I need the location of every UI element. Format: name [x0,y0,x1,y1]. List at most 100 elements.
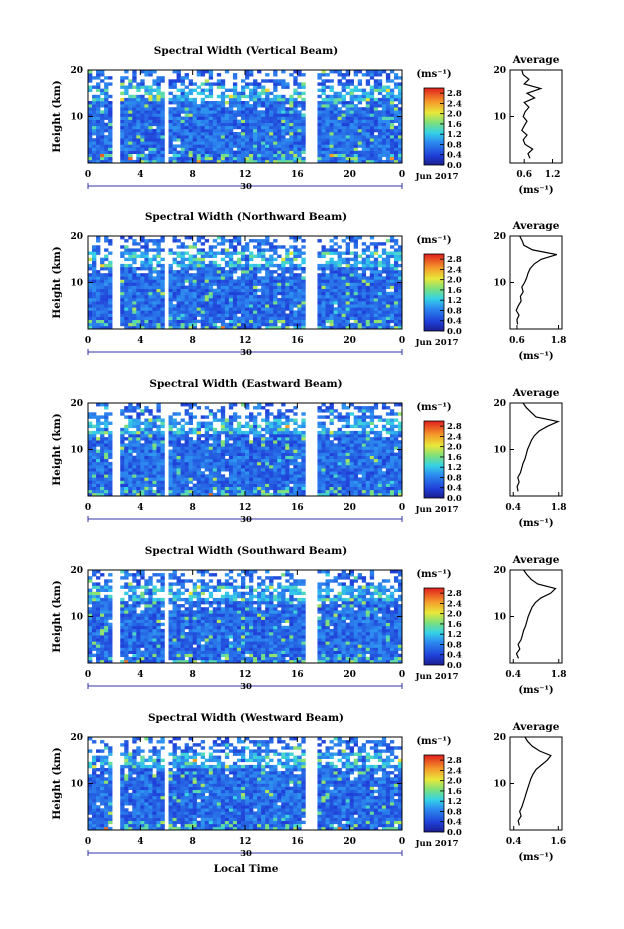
heatmap-cell [236,113,242,117]
heatmap-cell [249,319,254,324]
heatmap-cell [321,298,326,302]
heatmap-cell [128,465,133,469]
heatmap-cell [277,263,282,268]
heatmap-cell [397,288,403,293]
heatmap-cell [144,116,149,120]
heatmap-cell [192,128,197,133]
heatmap-cell [385,76,391,80]
heatmap-cell [349,251,354,255]
heatmap-cell [200,267,206,271]
heatmap-cell [261,267,266,271]
heatmap-cell [224,132,230,136]
heatmap-cell [140,251,145,255]
heatmap-cell [148,248,153,252]
heatmap-cell [120,449,125,453]
heatmap-cell [132,465,137,469]
heatmap-cell [208,409,214,413]
heatmap-cell [204,79,210,83]
heatmap-cell [297,147,302,151]
heatmap-cell [212,113,218,117]
heatmap-cell [220,465,226,469]
heatmap-cell [273,101,278,105]
heatmap-cell [212,156,218,161]
heatmap-cell [156,418,161,422]
heatmap-cell [261,301,266,305]
heatmap-cell [345,104,350,108]
heatmap-cell [212,150,218,154]
heatmap-cell [108,128,113,133]
heatmap-cell [156,141,161,145]
heatmap-cell [184,73,189,77]
heatmap-cell [349,273,354,277]
heatmap-cell [152,458,157,463]
heatmap-cell [188,144,193,148]
heatmap-cell [124,446,129,450]
heatmap-cell [273,282,278,286]
heatmap-cell [96,135,101,139]
heatmap-cell [136,458,141,463]
heatmap-cell [108,153,113,158]
heatmap-cell [349,79,354,83]
heatmap-cell [369,263,375,268]
heatmap-cell [269,403,274,407]
heatmap-cell [152,492,157,497]
heatmap-cell [152,267,157,271]
heatmap-cell [212,434,218,438]
heatmap-cell [136,307,141,311]
heatmap-cell [357,156,363,161]
heatmap-cell [100,403,105,407]
heatmap-cell [124,313,129,317]
heatmap-cell [389,313,395,317]
heatmap-cell [321,245,326,249]
heatmap-cell [172,251,177,255]
heatmap-cell [92,288,97,293]
heatmap-cell [204,141,210,145]
heatmap-cell [289,461,294,466]
heatmap-cell [357,153,363,158]
heatmap-cell [92,116,97,120]
profile-title: Average [512,220,560,232]
heatmap-cell [192,245,197,249]
heatmap-cell [281,144,286,148]
heatmap-cell [184,403,189,407]
heatmap-cell [92,465,97,469]
heatmap-cell [196,313,202,317]
heatmap-cell [240,251,246,255]
heatmap-cell [385,276,391,280]
heatmap-cell [132,135,137,139]
heatmap-cell [253,294,258,299]
heatmap-cell [136,427,141,432]
heatmap-cell [156,76,161,80]
heatmap-cell [228,260,234,265]
heatmap-cell [261,138,266,142]
heatmap-cell [144,73,149,77]
heatmap-cell [228,110,234,114]
heatmap-cell [329,144,334,148]
heatmap-cell [269,480,274,484]
heatmap-cell [385,294,391,299]
heatmap-cell [236,101,242,105]
heatmap-cell [128,156,133,161]
heatmap-cell [317,104,322,108]
heatmap-cell [136,480,141,484]
heatmap-cell [192,455,197,460]
heatmap-cell [337,298,342,302]
heatmap-cell [208,325,214,330]
heatmap-cell [261,307,266,311]
heatmap-cell [128,159,133,164]
heatmap-cell [128,325,133,330]
heatmap-cell [361,307,367,311]
heatmap-cell [265,452,270,456]
heatmap-cell [96,276,101,280]
heatmap-cell [249,263,254,268]
heatmap-cell [96,480,101,484]
heatmap-cell [124,141,129,145]
heatmap-cell [265,304,270,308]
heatmap-cell [317,322,322,327]
heatmap-cell [132,122,137,127]
heatmap-cell [269,437,274,441]
heatmap-cell [188,458,193,463]
heatmap-cell [369,294,375,299]
heatmap-cell [240,91,246,96]
heatmap-cell [136,104,141,108]
